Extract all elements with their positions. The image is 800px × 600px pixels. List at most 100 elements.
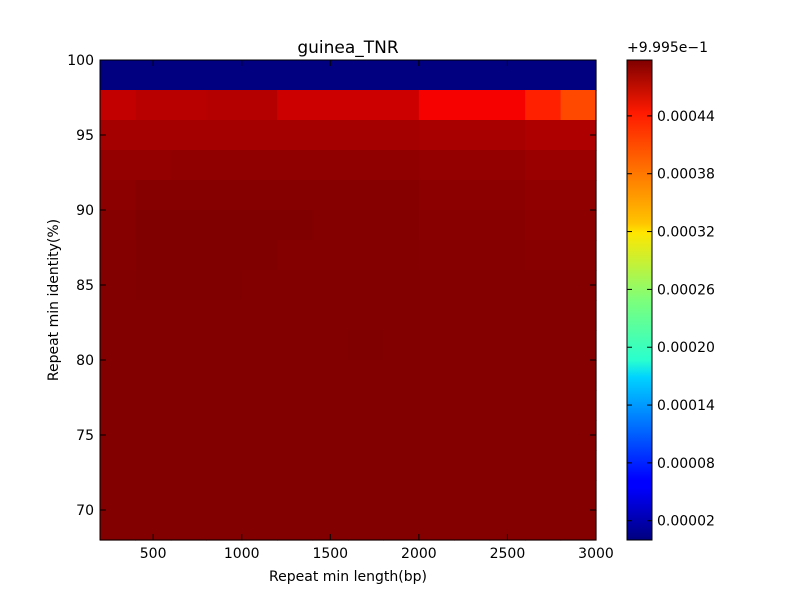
heatmap-cell — [348, 60, 385, 91]
heatmap-cell — [206, 150, 243, 181]
heatmap-cell — [312, 240, 349, 271]
heatmap-cell — [241, 510, 278, 541]
heatmap-cell — [348, 390, 385, 421]
heatmap-cell — [135, 480, 172, 511]
heatmap-cell — [277, 60, 314, 91]
heatmap-cell — [241, 420, 278, 451]
heatmap-cell — [170, 270, 207, 301]
heatmap-cell — [241, 480, 278, 511]
heatmap-cell — [135, 150, 172, 181]
y-tick-label: 95 — [76, 128, 94, 144]
heatmap-cell — [312, 450, 349, 481]
heatmap-cell — [560, 450, 597, 481]
heatmap-cell — [206, 420, 243, 451]
heatmap-cell — [100, 90, 137, 121]
y-tick-label: 80 — [76, 353, 94, 369]
heatmap-cell — [170, 120, 207, 151]
heatmap-cell — [241, 180, 278, 211]
heatmap-cell — [170, 480, 207, 511]
heatmap-cell — [135, 180, 172, 211]
heatmap-cell — [560, 510, 597, 541]
heatmap-cell — [277, 90, 314, 121]
y-tick-label: 100 — [67, 53, 94, 69]
heatmap-cell — [418, 210, 455, 241]
y-tick-label: 85 — [76, 278, 94, 294]
heatmap-cell — [312, 480, 349, 511]
heatmap-cell — [418, 90, 455, 121]
heatmap-cell — [348, 180, 385, 211]
heatmap-cell — [206, 390, 243, 421]
heatmap-cell — [348, 240, 385, 271]
heatmap-cell — [525, 450, 562, 481]
heatmap-cell — [241, 270, 278, 301]
y-tick-label: 90 — [76, 203, 94, 219]
heatmap-cell — [277, 180, 314, 211]
heatmap-cell — [100, 180, 137, 211]
heatmap-cell — [135, 390, 172, 421]
heatmap-cell — [100, 420, 137, 451]
heatmap-cell — [312, 180, 349, 211]
heatmap-cell — [454, 330, 491, 361]
plot-frame — [99, 59, 597, 541]
heatmap-cell — [489, 210, 526, 241]
colorbar-tick-label: 0.00020 — [657, 340, 715, 356]
heatmap-cell — [560, 60, 597, 91]
heatmap-cell — [277, 270, 314, 301]
heatmap-cell — [454, 510, 491, 541]
heatmap-cell — [170, 90, 207, 121]
heatmap-cell — [454, 390, 491, 421]
heatmap-cell — [100, 510, 137, 541]
heatmap-cell — [277, 120, 314, 151]
heatmap-cell — [489, 90, 526, 121]
heatmap-cell — [383, 210, 420, 241]
heatmap-cell — [489, 330, 526, 361]
heatmap-cell — [489, 150, 526, 181]
heatmap-cell — [241, 300, 278, 331]
heatmap-cell — [454, 150, 491, 181]
heatmap-cell — [383, 510, 420, 541]
heatmap-cell — [206, 120, 243, 151]
heatmap-cell — [100, 240, 137, 271]
heatmap-cell — [170, 330, 207, 361]
heatmap-cell — [135, 330, 172, 361]
heatmap-cell — [241, 390, 278, 421]
x-tick-label: 2000 — [401, 546, 437, 562]
heatmap-cell — [100, 300, 137, 331]
x-tick-label: 2500 — [490, 546, 526, 562]
heatmap-cell — [418, 120, 455, 151]
heatmap-cell — [312, 390, 349, 421]
heatmap-cell — [348, 450, 385, 481]
heatmap-cell — [277, 510, 314, 541]
heatmap-cell — [348, 300, 385, 331]
heatmap-cell — [100, 360, 137, 391]
heatmap-cell — [100, 480, 137, 511]
heatmap-cell — [277, 360, 314, 391]
heatmap-cell — [560, 390, 597, 421]
heatmap-cell — [206, 330, 243, 361]
heatmap-cell — [100, 150, 137, 181]
heatmap-cell — [241, 450, 278, 481]
heatmap-cell — [241, 210, 278, 241]
heatmap-cell — [348, 270, 385, 301]
heatmap-cell — [489, 270, 526, 301]
heatmap-cell — [170, 300, 207, 331]
colorbar-tick-label: 0.00038 — [657, 167, 715, 183]
heatmap-cell — [206, 60, 243, 91]
heatmap-cell — [525, 60, 562, 91]
heatmap-cell — [206, 360, 243, 391]
heatmap-cell — [135, 300, 172, 331]
heatmap-cell — [383, 420, 420, 451]
heatmap-cell — [170, 390, 207, 421]
heatmap-cell — [489, 180, 526, 211]
heatmap-cell — [525, 330, 562, 361]
heatmap-cell — [312, 330, 349, 361]
heatmap-cell — [348, 360, 385, 391]
y-axis-ticks: 70 75 80 85 90 95 100 — [67, 53, 596, 519]
heatmap-cell — [170, 420, 207, 451]
heatmap-cell — [383, 150, 420, 181]
heatmap-cell — [241, 330, 278, 361]
heatmap-cell — [489, 480, 526, 511]
heatmap-cell — [383, 60, 420, 91]
heatmap-cell — [135, 90, 172, 121]
heatmap-cell — [560, 180, 597, 211]
